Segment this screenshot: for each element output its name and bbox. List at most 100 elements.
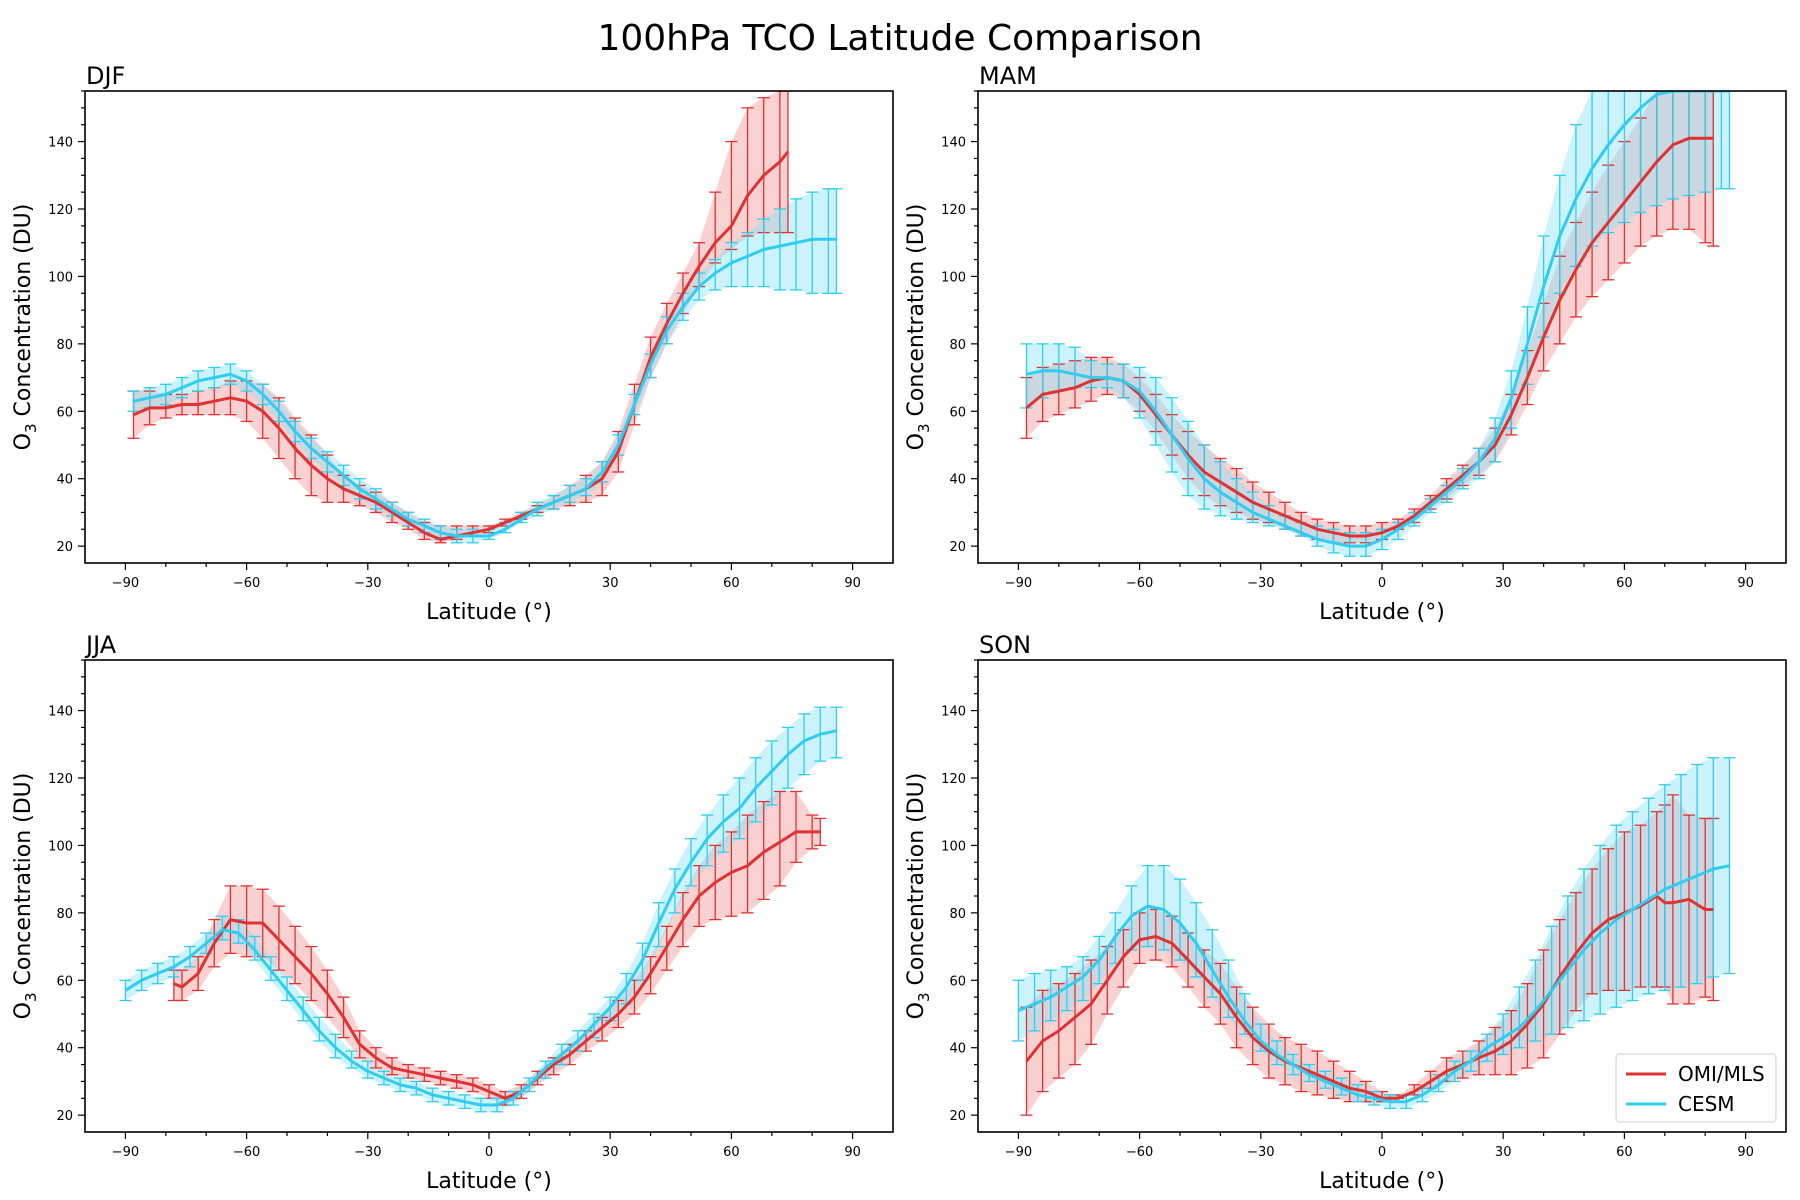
- x-tick-label: −30: [1247, 576, 1274, 591]
- y-tick-label: 80: [949, 338, 966, 353]
- cesm-line: [133, 237, 837, 538]
- y-axis-label-part: Concentration (DU): [11, 204, 36, 424]
- x-axis: −90 −60 −30 0 30 60 90 Latitude (°): [112, 563, 861, 625]
- y-tick-label: 120: [941, 772, 966, 787]
- panel-jja: −90 −60 −30 0 30 60 90 Latitude (°) 20 40 60 80 100 1…: [11, 631, 894, 1194]
- x-tick-label: 60: [723, 1145, 740, 1160]
- omi-mls-range-band: [1026, 91, 1714, 543]
- y-axis: 20 40 60 80 100 120 140 O3 Concentration (DU): [904, 659, 978, 1124]
- y-axis-label-part: O: [904, 433, 929, 450]
- legend: OMI/MLS CESM: [1615, 1053, 1777, 1123]
- omi-mls-error-bars: [127, 91, 794, 544]
- x-tick-label: −90: [112, 1145, 139, 1160]
- omi-mls-range-band: [133, 91, 788, 543]
- x-tick-label: 60: [1616, 1145, 1633, 1160]
- y-axis: 20 40 60 80 100 120 140 O3 Concentration (DU): [11, 659, 85, 1124]
- x-tick-label: −60: [233, 1145, 260, 1160]
- plot-area: [119, 706, 843, 1113]
- y-tick-label: 140: [941, 136, 966, 151]
- omi-mls-line: [173, 830, 821, 1100]
- panel-son: −90 −60 −30 0 30 60 90 Latitude (°) 20 40 60 80 100 1…: [904, 631, 1787, 1194]
- x-tick-label: 30: [1495, 1145, 1512, 1160]
- omi-mls-error-bars: [167, 790, 827, 1106]
- y-tick-label: 100: [941, 839, 966, 854]
- y-tick-label: 20: [949, 1109, 966, 1124]
- y-axis-label-part: Concentration (DU): [11, 773, 36, 993]
- cesm-line: [1017, 864, 1730, 1104]
- x-tick-label: 90: [1737, 576, 1754, 591]
- x-tick-label: 30: [602, 1145, 619, 1160]
- cesm-range-band: [133, 188, 837, 543]
- y-tick-label: 60: [949, 974, 966, 989]
- x-axis: −90 −60 −30 0 30 60 90 Latitude (°): [1005, 563, 1754, 625]
- cesm-line: [124, 729, 837, 1107]
- x-tick-label: −90: [112, 576, 139, 591]
- y-tick-label: 120: [941, 203, 966, 218]
- x-axis: −90 −60 −30 0 30 60 90 Latitude (°): [1005, 1132, 1754, 1194]
- omi-mls-line: [132, 150, 790, 541]
- x-tick-label: 60: [1616, 576, 1633, 591]
- panel-title: JJA: [84, 631, 117, 659]
- x-tick-label: 0: [485, 576, 493, 591]
- x-tick-label: −60: [1126, 1145, 1153, 1160]
- x-tick-label: 30: [1495, 576, 1512, 591]
- panel-title: SON: [979, 631, 1031, 659]
- x-tick-label: 90: [844, 1145, 861, 1160]
- y-axis: 20 40 60 80 100 120 140 O3 Concentration (DU): [904, 90, 978, 555]
- x-tick-label: 30: [602, 576, 619, 591]
- cesm-line: [1026, 91, 1730, 548]
- x-tick-label: −30: [354, 576, 381, 591]
- y-axis-label: O3 Concentration (DU): [904, 773, 933, 1020]
- x-tick-label: 0: [1378, 1145, 1386, 1160]
- x-axis: −90 −60 −30 0 30 60 90 Latitude (°): [112, 1132, 861, 1194]
- y-tick-label: 60: [56, 974, 73, 989]
- y-axis-label-subscript: 3: [915, 992, 933, 1002]
- plot-frame: [84, 659, 894, 1133]
- y-axis: 20 40 60 80 100 120 140 O3 Concentration (DU): [11, 90, 85, 555]
- panel-mam: −90 −60 −30 0 30 60 90 Latitude (°) 20 40 60 80 100 1…: [904, 62, 1787, 625]
- y-tick-label: 40: [949, 473, 966, 488]
- x-tick-label: −30: [1247, 1145, 1274, 1160]
- y-axis-label-subscript: 3: [22, 992, 40, 1002]
- y-axis-label: O3 Concentration (DU): [904, 204, 933, 451]
- panel-djf: −90 −60 −30 0 30 60 90 Latitude (°) 20 40 60 80 100 1…: [11, 62, 894, 625]
- y-tick-label: 20: [56, 1109, 73, 1124]
- y-axis-label-part: Concentration (DU): [904, 204, 929, 424]
- y-tick-label: 100: [941, 270, 966, 285]
- figure-title: 100hPa TCO Latitude Comparison: [597, 18, 1202, 59]
- y-axis-label-part: O: [11, 433, 36, 450]
- y-tick-label: 140: [48, 705, 73, 720]
- plot-area: [1012, 757, 1736, 1116]
- plot-area: [127, 91, 843, 544]
- panel-title: DJF: [86, 62, 125, 90]
- y-axis-label-part: O: [11, 1002, 36, 1019]
- y-axis-label-subscript: 3: [915, 423, 933, 433]
- x-tick-label: −60: [1126, 576, 1153, 591]
- y-tick-label: 120: [48, 203, 73, 218]
- y-tick-label: 80: [56, 338, 73, 353]
- y-tick-label: 140: [941, 705, 966, 720]
- y-tick-label: 140: [48, 136, 73, 151]
- x-tick-label: −30: [354, 1145, 381, 1160]
- y-tick-label: 60: [949, 405, 966, 420]
- y-tick-label: 40: [949, 1042, 966, 1057]
- omi-mls-line: [1025, 894, 1714, 1100]
- y-axis-label: O3 Concentration (DU): [11, 773, 40, 1020]
- x-axis-label: Latitude (°): [1319, 1169, 1445, 1194]
- x-tick-label: 0: [1378, 576, 1386, 591]
- y-axis-label-part: O: [904, 1002, 929, 1019]
- y-tick-label: 80: [56, 907, 73, 922]
- cesm-range-band: [1026, 91, 1730, 557]
- y-tick-label: 20: [949, 540, 966, 555]
- x-axis-label: Latitude (°): [426, 600, 552, 625]
- y-tick-label: 100: [48, 270, 73, 285]
- y-axis-label-part: Concentration (DU): [904, 773, 929, 993]
- x-axis-label: Latitude (°): [1319, 600, 1445, 625]
- y-tick-label: 120: [48, 772, 73, 787]
- y-axis-label-subscript: 3: [22, 423, 40, 433]
- x-tick-label: 90: [844, 576, 861, 591]
- omi-mls-line: [1025, 136, 1714, 538]
